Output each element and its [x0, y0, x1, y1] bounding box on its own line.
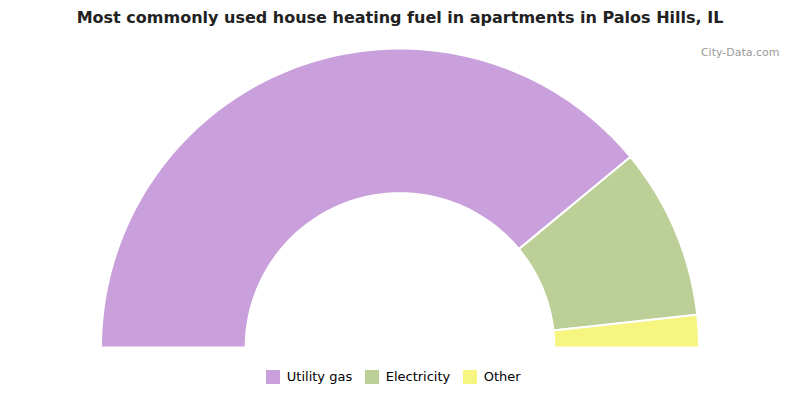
html-text:Utility gas: Utility gas — [286, 369, 353, 385]
html-text:Most commonly used house heati: Most commonly used house heating fuel in… — [76, 8, 724, 27]
html-text:Electricity: Electricity — [385, 369, 451, 385]
svg-text:City-Data.com: City-Data.com — [701, 46, 780, 59]
html-text:Other: Other — [483, 369, 521, 385]
